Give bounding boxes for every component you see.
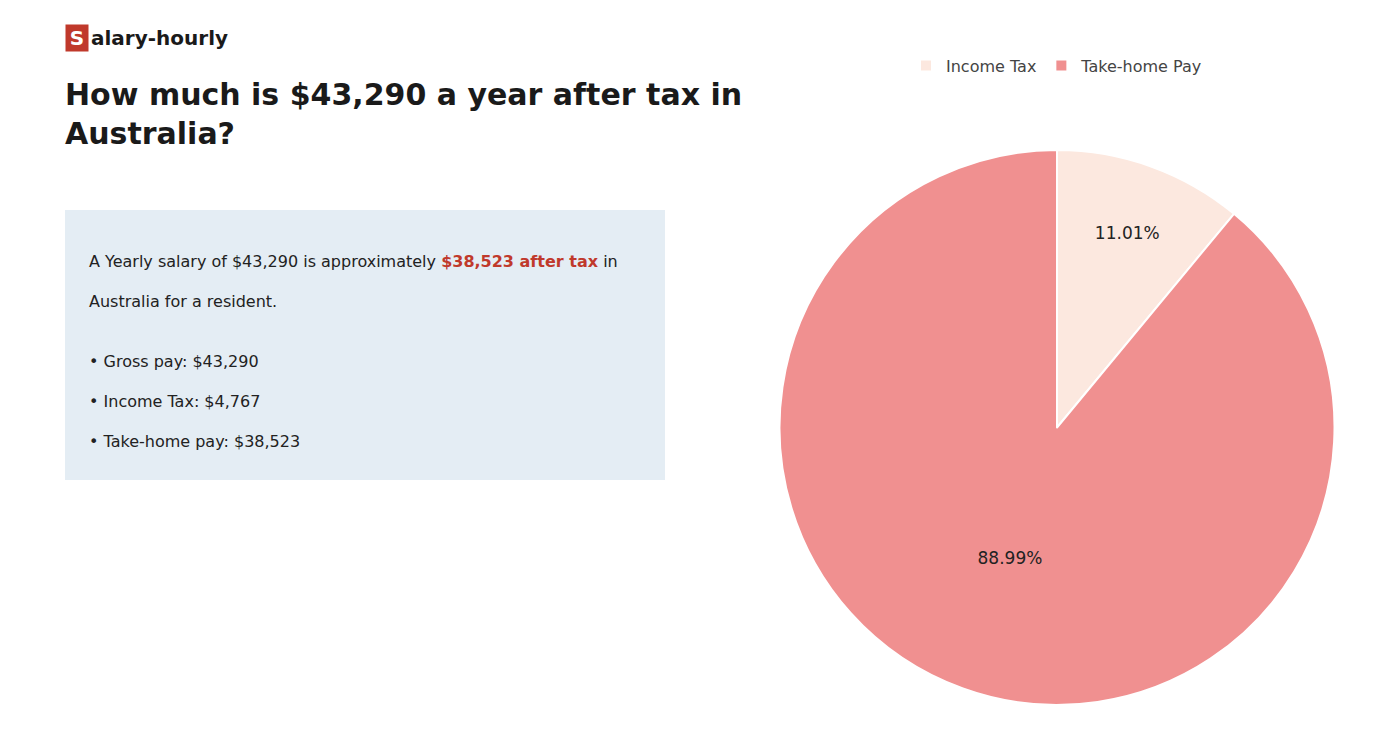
svg-text:Australia for a resident.: Australia for a resident. [89,292,277,311]
svg-text:Take-home Pay: Take-home Pay [1080,57,1201,76]
svg-text:11.01%: 11.01% [1095,223,1160,243]
svg-text:Income Tax: Income Tax [946,57,1036,76]
svg-text:A Yearly salary of $43,290 is: A Yearly salary of $43,290 is approximat… [89,252,618,271]
svg-text:• Gross pay: $43,290: • Gross pay: $43,290 [89,352,259,371]
svg-text:• Income Tax: $4,767: • Income Tax: $4,767 [89,392,260,411]
svg-text:How much is $43,290 a year aft: How much is $43,290 a year after tax inA… [65,77,742,151]
svg-text:S: S [70,26,84,50]
svg-text:• Take-home pay: $38,523: • Take-home pay: $38,523 [89,432,300,451]
svg-text:88.99%: 88.99% [978,548,1043,568]
svg-text:alary-hourly: alary-hourly [91,26,228,50]
